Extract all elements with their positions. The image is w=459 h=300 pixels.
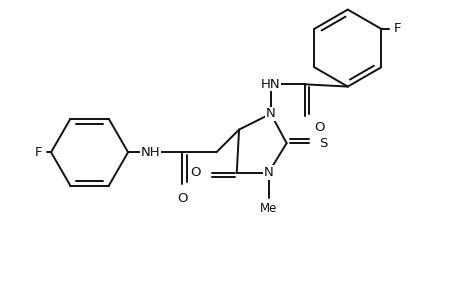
Text: N: N [265,107,275,120]
Text: HN: HN [260,78,280,91]
Text: N: N [263,166,273,179]
Text: F: F [393,22,400,35]
Text: NH: NH [140,146,160,159]
Text: O: O [313,121,324,134]
Text: F: F [34,146,42,159]
Text: S: S [319,137,327,150]
Text: O: O [190,166,200,179]
Text: O: O [177,192,187,205]
Text: Me: Me [259,202,277,215]
